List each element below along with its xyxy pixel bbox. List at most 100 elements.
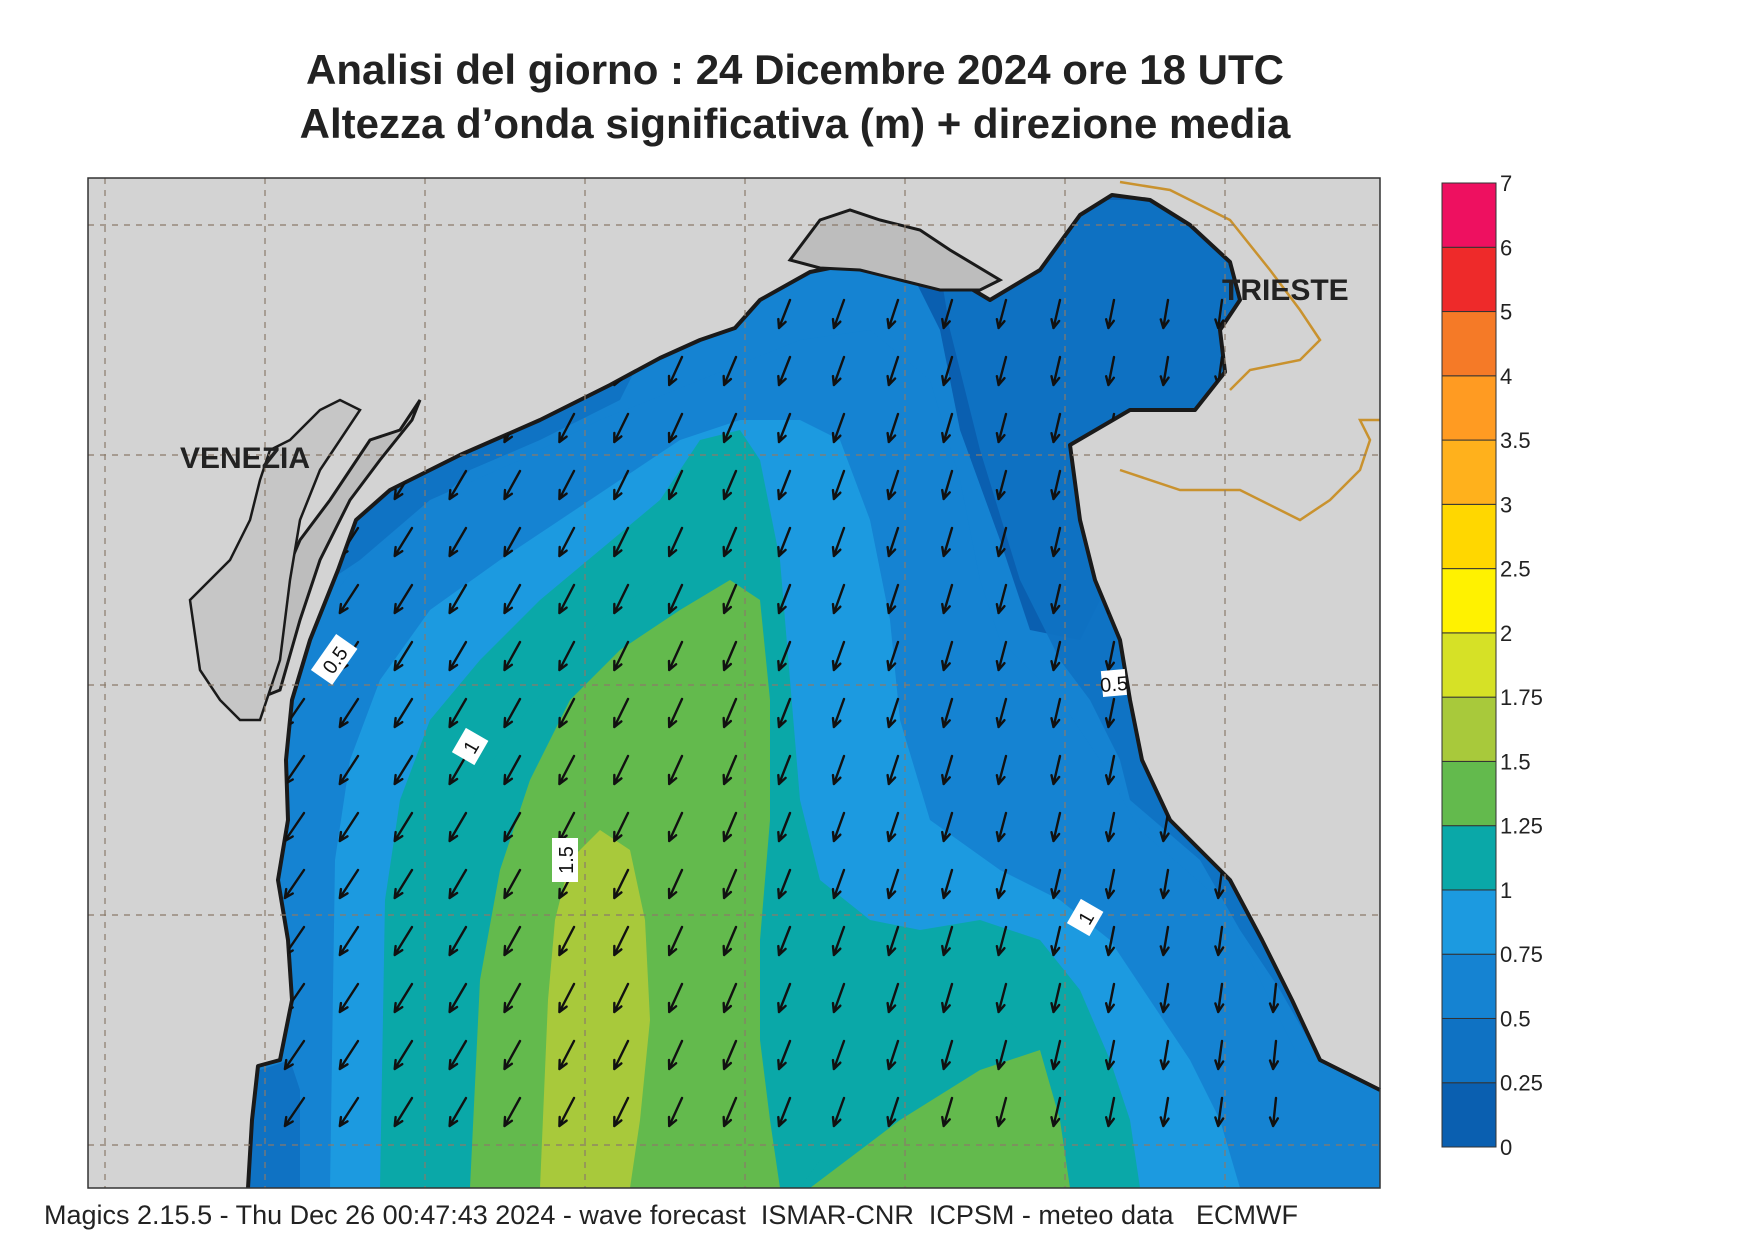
direction-arrow [1050, 412, 1062, 444]
colorbar-tick-label: 1 [1500, 878, 1512, 903]
direction-arrow [613, 925, 630, 957]
direction-arrow [995, 925, 1008, 957]
colorbar-tick-label: 0.75 [1500, 942, 1543, 967]
direction-arrow [558, 583, 576, 615]
colorbar-tick-label: 0.5 [1500, 1006, 1531, 1031]
direction-arrow [613, 811, 630, 843]
map-frame [87, 177, 1381, 1189]
direction-arrow [1104, 868, 1116, 900]
direction-arrow [667, 1096, 684, 1128]
direction-arrow [338, 1039, 360, 1071]
direction-arrow [941, 982, 954, 1014]
direction-arrow [448, 583, 468, 615]
direction-arrow [1159, 868, 1170, 900]
direction-arrow [1104, 298, 1116, 330]
colorbar-tick-label: 0.25 [1500, 1071, 1543, 1096]
direction-arrow [1050, 355, 1062, 387]
direction-arrow [722, 811, 738, 843]
direction-arrow [941, 1039, 954, 1071]
direction-arrow [831, 640, 846, 672]
direction-arrow [283, 811, 306, 843]
contour-label-text: 0.5 [1099, 673, 1129, 697]
direction-arrow [338, 982, 360, 1014]
direction-arrow [1214, 925, 1225, 957]
direction-arrow [777, 754, 792, 786]
direction-arrow [886, 925, 900, 957]
direction-arrow [1104, 355, 1116, 387]
direction-arrow [613, 868, 630, 900]
direction-arrow [886, 583, 900, 615]
direction-arrow [1159, 982, 1170, 1014]
direction-arrow [886, 982, 900, 1014]
direction-arrow [338, 583, 360, 615]
direction-arrow [722, 925, 738, 957]
direction-arrow [667, 412, 684, 444]
direction-arrow [831, 1096, 846, 1128]
direction-arrow [503, 469, 522, 501]
colorbar-swatch [1441, 889, 1497, 955]
direction-arrow [448, 811, 468, 843]
direction-arrow [448, 1096, 468, 1128]
direction-arrow [667, 526, 684, 558]
direction-arrow [886, 526, 900, 558]
direction-arrow [558, 1096, 576, 1128]
direction-arrow [722, 469, 738, 501]
colorbar-swatch [1441, 696, 1497, 762]
direction-arrow [503, 526, 522, 558]
direction-arrow [1159, 1096, 1170, 1128]
direction-arrow [831, 811, 846, 843]
direction-arrow [667, 754, 684, 786]
direction-arrow [613, 1039, 630, 1071]
direction-arrow [995, 754, 1008, 786]
direction-arrow [558, 697, 576, 729]
direction-arrow [995, 412, 1008, 444]
colorbar-swatch [1441, 632, 1497, 698]
direction-arrow [777, 811, 792, 843]
colorbar-swatch [1441, 568, 1497, 634]
colorbar-tick-label: 4 [1500, 364, 1512, 389]
direction-arrow [1214, 298, 1225, 330]
direction-arrow [1104, 640, 1116, 672]
direction-arrow [558, 1039, 576, 1071]
direction-arrow [941, 811, 954, 843]
contour-label: 0.5 [310, 633, 358, 685]
direction-arrow [448, 754, 468, 786]
colorbar-tick-label: 3 [1500, 492, 1512, 517]
direction-arrow [613, 583, 630, 615]
direction-arrow [393, 925, 414, 957]
direction-arrow [831, 697, 846, 729]
direction-arrow [393, 811, 414, 843]
direction-arrow [393, 982, 414, 1014]
colorbar-swatch [1441, 246, 1497, 313]
direction-arrow [1104, 1039, 1116, 1071]
direction-arrow [995, 298, 1008, 330]
direction-arrow [886, 355, 900, 387]
direction-arrow [393, 1039, 414, 1071]
direction-arrow [941, 925, 954, 957]
direction-arrow [338, 925, 360, 957]
contour-label: 1 [451, 727, 489, 766]
contour-label: 1 [1066, 898, 1104, 937]
direction-arrow [503, 754, 522, 786]
direction-arrow [1050, 982, 1062, 1014]
direction-arrow [1050, 811, 1062, 843]
direction-arrow [722, 1039, 738, 1071]
direction-arrow [1159, 925, 1170, 957]
direction-arrow [393, 640, 414, 672]
direction-arrow [777, 298, 792, 330]
direction-arrow [667, 640, 684, 672]
direction-arrow [777, 697, 792, 729]
direction-arrow [886, 754, 900, 786]
direction-arrow [886, 412, 900, 444]
direction-arrow [1104, 697, 1116, 729]
direction-arrow [722, 754, 738, 786]
direction-arrow [777, 982, 792, 1014]
lagoon-marano [787, 208, 1004, 292]
direction-arrow [941, 868, 954, 900]
contour-label: 0.5 [1099, 669, 1129, 697]
direction-arrow [448, 697, 468, 729]
direction-arrow [941, 754, 954, 786]
colorbar-tick-label: 1.75 [1500, 685, 1543, 710]
direction-arrow [393, 583, 414, 615]
direction-arrow [995, 697, 1008, 729]
